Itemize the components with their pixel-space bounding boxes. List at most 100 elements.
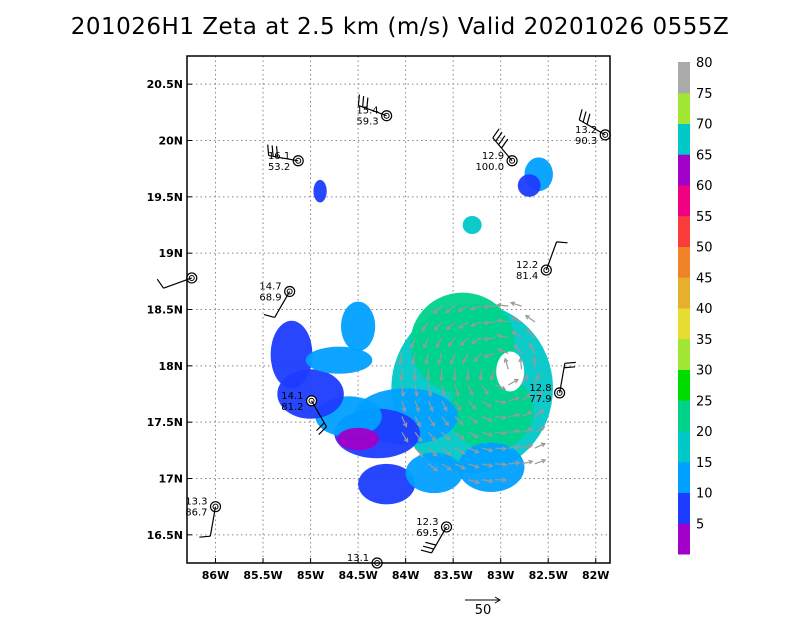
wind-arrow-head — [489, 375, 495, 381]
wind-arrow — [425, 353, 430, 365]
wind-arrow-head — [422, 343, 428, 349]
wind-arrow-head — [535, 373, 541, 379]
colorbar: 5 10 15 20 25 30 35 40 45 50 55 60 65 70 75 80 — [678, 56, 713, 555]
station-value-bottom: 59.3 — [356, 117, 378, 128]
wind-arrow-head — [425, 376, 431, 382]
wind-arrow — [497, 304, 509, 307]
wind-arrow — [529, 343, 536, 354]
wind-arrow — [468, 463, 479, 469]
wind-speed-region — [305, 346, 373, 374]
station-inner-circle — [509, 157, 516, 164]
x-tick-label: 85.5W — [243, 569, 282, 582]
wind-arrow-head — [447, 342, 453, 348]
y-tick-label: 19N — [158, 247, 183, 260]
wind-arrow — [467, 369, 469, 381]
wind-arrow — [508, 414, 520, 418]
wind-arrow — [458, 305, 469, 312]
wind-arrow — [511, 317, 522, 323]
station-plot: 12.281.4 — [516, 241, 568, 282]
wind-arrow — [467, 384, 474, 396]
station-inner-circle — [443, 523, 450, 530]
wind-arrow-head — [421, 326, 427, 332]
station-plot: 14.181.2 — [281, 391, 328, 435]
wind-arrow — [401, 384, 404, 396]
wind-barb — [357, 94, 360, 106]
colorbar-label: 80 — [696, 56, 713, 71]
station-value-bottom: 68.9 — [259, 292, 281, 303]
wind-arrow — [441, 416, 449, 426]
wind-barb — [492, 128, 500, 139]
wind-arrow — [494, 447, 506, 450]
wind-barb-shaft — [492, 137, 513, 162]
wind-speed-region — [270, 320, 313, 389]
wind-speed-region — [517, 174, 541, 197]
wind-arrow — [441, 400, 448, 411]
reference-label: 50 — [475, 603, 492, 618]
wind-arrow-head — [430, 421, 435, 427]
wind-arrow — [508, 397, 520, 402]
wind-arrow — [510, 302, 522, 307]
wind-arrow-head — [473, 357, 479, 363]
wind-arrow — [494, 431, 506, 434]
wind-arrow-head — [460, 449, 466, 455]
wind-barb — [267, 144, 270, 156]
wind-arrow-head — [514, 396, 521, 402]
colorbar-swatch — [678, 492, 690, 524]
wind-arrow-head — [501, 399, 508, 405]
wind-arrow — [525, 315, 536, 323]
wind-arrow-head — [488, 463, 494, 468]
wind-arrow — [454, 447, 465, 455]
wind-arrow — [445, 305, 456, 313]
station-value-top: 13.2 — [575, 125, 597, 136]
wind-arrow-head — [474, 464, 480, 469]
wind-arrow-head — [528, 459, 534, 465]
wind-arrow-head — [513, 344, 519, 350]
wind-arrow — [427, 400, 434, 412]
wind-arrow-head — [458, 324, 464, 329]
wind-arrow-head — [526, 393, 532, 399]
wind-arrow-head — [401, 407, 407, 413]
colorbar-label: 35 — [696, 333, 713, 348]
wind-arrow — [481, 384, 489, 395]
wind-arrow-head — [474, 448, 480, 454]
wind-arrow — [481, 415, 493, 422]
wind-arrow — [428, 447, 437, 457]
wind-arrow-head — [501, 415, 508, 420]
wind-arrow-head — [488, 432, 494, 437]
wind-arrow — [481, 431, 493, 437]
reference-vector: 50 — [465, 596, 501, 618]
wind-arrow-head — [445, 308, 451, 314]
wind-arrow-head — [416, 422, 421, 428]
wind-arrow-head — [443, 406, 448, 412]
wind-arrow — [508, 462, 520, 465]
wind-arrow-head — [446, 450, 452, 456]
wind-arrow-head — [452, 376, 458, 382]
wind-arrow-head — [496, 333, 502, 339]
wind-arrow-head — [403, 437, 409, 443]
y-tick-label: 17.5N — [147, 416, 183, 429]
station-plot — [156, 272, 198, 289]
wind-arrow-head — [527, 411, 533, 416]
wind-arrow — [519, 358, 523, 370]
station-inner-circle — [188, 274, 195, 281]
colorbar-label: 15 — [696, 456, 713, 471]
colorbar-swatch — [678, 308, 690, 340]
wind-arrow — [427, 416, 435, 427]
wind-arrow-head — [470, 322, 476, 327]
wind-arrow-head — [410, 343, 415, 350]
wind-arrow — [454, 400, 462, 411]
wind-arrow-head — [509, 301, 516, 307]
wind-arrow — [497, 348, 509, 354]
wind-arrow-head — [415, 407, 420, 413]
wind-arrow-head — [528, 443, 534, 449]
wind-arrow — [508, 446, 520, 449]
wind-arrow-head — [539, 409, 545, 414]
station-inner-circle — [543, 267, 550, 274]
wind-arrow-head — [527, 427, 534, 433]
wind-arrow-head — [439, 376, 444, 382]
wind-arrow — [401, 400, 406, 412]
chart-title: 201026H1 Zeta at 2.5 km (m/s) Valid 2020… — [70, 14, 730, 40]
station-value-top: 14.7 — [259, 281, 281, 292]
wind-arrow — [497, 334, 509, 339]
